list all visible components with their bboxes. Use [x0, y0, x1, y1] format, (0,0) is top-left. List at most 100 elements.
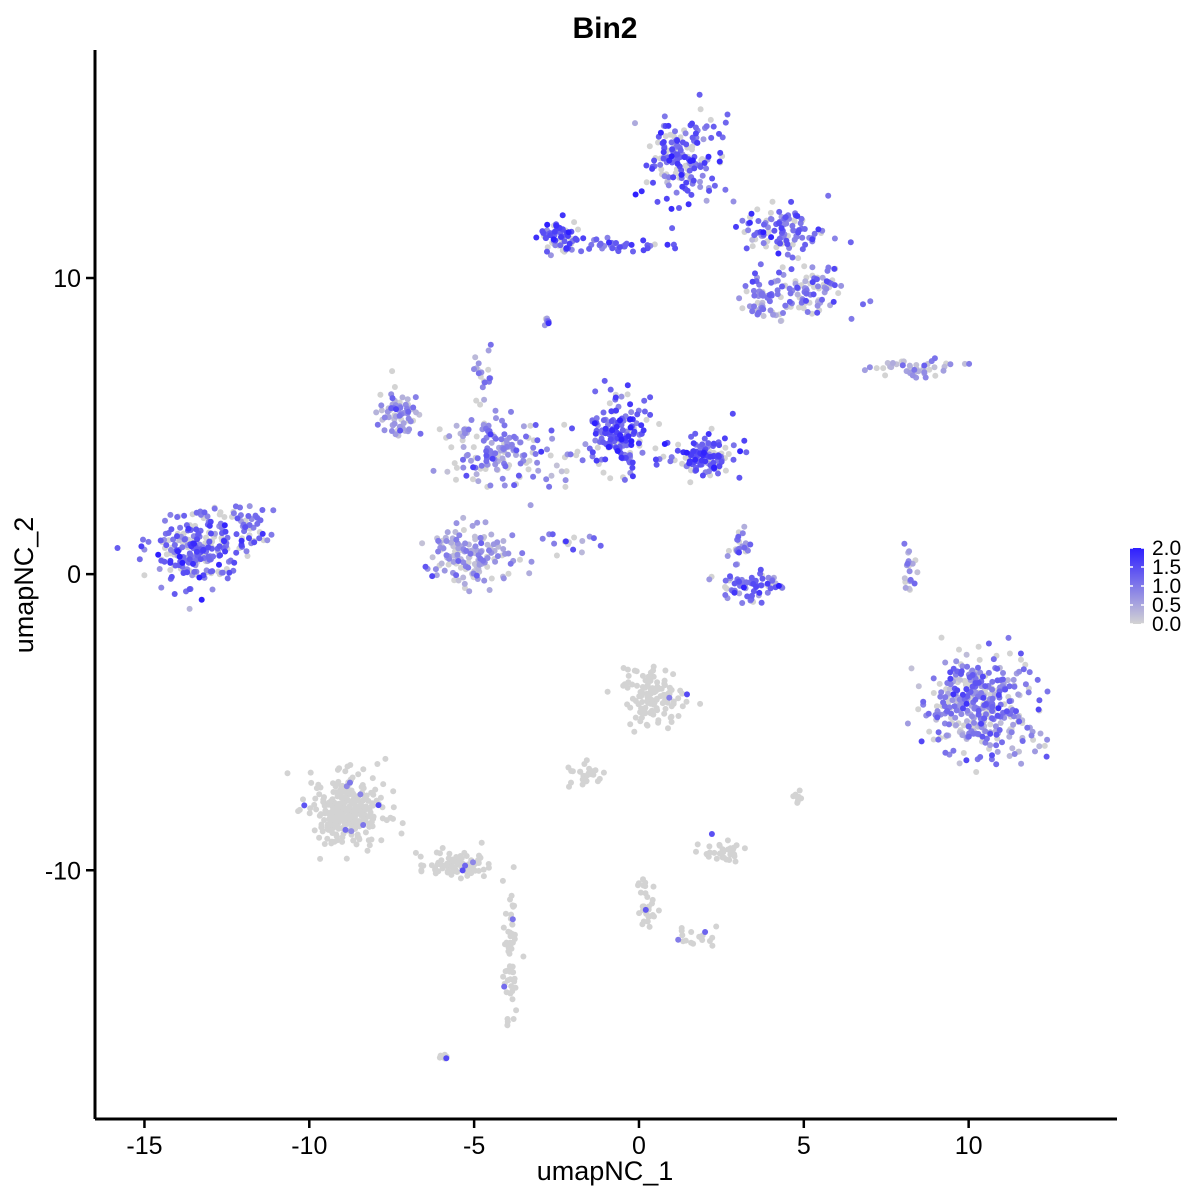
data-point: [443, 538, 450, 544]
data-point: [774, 277, 781, 284]
data-point: [716, 850, 723, 857]
data-point: [963, 651, 970, 658]
data-point: [906, 568, 913, 575]
data-point: [823, 285, 830, 292]
data-point: [972, 696, 979, 703]
data-point: [453, 422, 460, 429]
data-point: [794, 798, 801, 805]
data-point: [567, 451, 574, 458]
data-point: [672, 128, 678, 135]
data-point: [470, 476, 476, 483]
data-point: [901, 540, 908, 547]
data-point: [455, 577, 462, 584]
data-point: [625, 672, 632, 679]
data-point: [413, 409, 419, 416]
data-point: [575, 226, 581, 233]
data-point: [999, 676, 1006, 683]
data-point: [777, 240, 783, 247]
data-point: [705, 431, 712, 437]
data-point: [190, 560, 196, 567]
data-point: [196, 574, 203, 581]
data-point: [938, 634, 945, 641]
data-point: [453, 476, 459, 483]
data-point: [643, 416, 650, 423]
data-point: [616, 244, 623, 251]
data-point: [456, 532, 463, 539]
data-point: [685, 201, 692, 208]
data-point: [437, 1052, 444, 1059]
data-point: [617, 417, 623, 424]
data-point: [243, 548, 250, 555]
data-point: [355, 834, 362, 841]
data-point: [722, 119, 729, 126]
data-point: [932, 372, 939, 379]
data-point: [748, 210, 755, 217]
data-point: [824, 267, 831, 274]
data-point: [191, 540, 198, 547]
data-point: [787, 290, 794, 297]
data-point: [1005, 634, 1012, 641]
data-point: [209, 586, 216, 593]
data-point: [451, 460, 458, 467]
data-point: [703, 851, 710, 857]
data-point: [741, 845, 748, 852]
data-point: [508, 940, 515, 946]
data-point: [994, 712, 1001, 719]
data-point: [506, 950, 513, 957]
data-point: [664, 699, 671, 706]
data-point: [957, 676, 964, 683]
data-point: [1003, 708, 1010, 715]
data-point: [755, 218, 762, 224]
data-point: [643, 162, 650, 169]
data-point: [475, 370, 482, 377]
data-point: [547, 252, 554, 259]
data-point: [831, 282, 838, 289]
data-point: [168, 526, 175, 533]
data-point: [1034, 676, 1041, 683]
data-point: [498, 436, 505, 443]
data-point: [645, 673, 652, 680]
data-point: [638, 188, 645, 195]
data-point: [760, 306, 767, 313]
data-point: [485, 366, 492, 373]
data-point: [650, 179, 656, 186]
data-point: [739, 530, 746, 537]
data-point: [476, 852, 482, 859]
data-point: [778, 225, 785, 232]
data-point: [1028, 732, 1035, 739]
data-point: [918, 738, 925, 745]
data-point: [989, 704, 996, 710]
legend-tick-label: 0.0: [1152, 613, 1181, 636]
data-point: [511, 936, 518, 942]
data-point: [605, 444, 612, 450]
data-point: [300, 796, 306, 803]
data-point: [942, 659, 949, 666]
data-point: [960, 750, 967, 756]
data-point: [412, 394, 419, 401]
data-point: [604, 688, 611, 695]
data-point: [649, 165, 656, 172]
data-point: [639, 690, 645, 697]
data-point: [378, 407, 385, 414]
data-point: [460, 514, 467, 521]
data-point: [692, 456, 699, 463]
data-point: [246, 503, 253, 510]
data-point: [390, 815, 396, 822]
data-point: [960, 705, 966, 712]
data-point: [760, 229, 767, 236]
data-point: [141, 572, 148, 579]
data-point: [602, 456, 609, 463]
data-point: [756, 589, 763, 596]
data-point: [194, 536, 201, 543]
data-point: [525, 466, 532, 473]
data-point: [1020, 666, 1027, 673]
data-point: [465, 426, 472, 433]
data-point: [618, 454, 625, 461]
data-point: [786, 298, 793, 305]
data-point: [460, 574, 467, 581]
data-point: [335, 825, 342, 832]
data-point: [901, 575, 908, 582]
data-point: [501, 983, 508, 990]
data-point: [989, 715, 995, 722]
data-point: [915, 706, 922, 713]
